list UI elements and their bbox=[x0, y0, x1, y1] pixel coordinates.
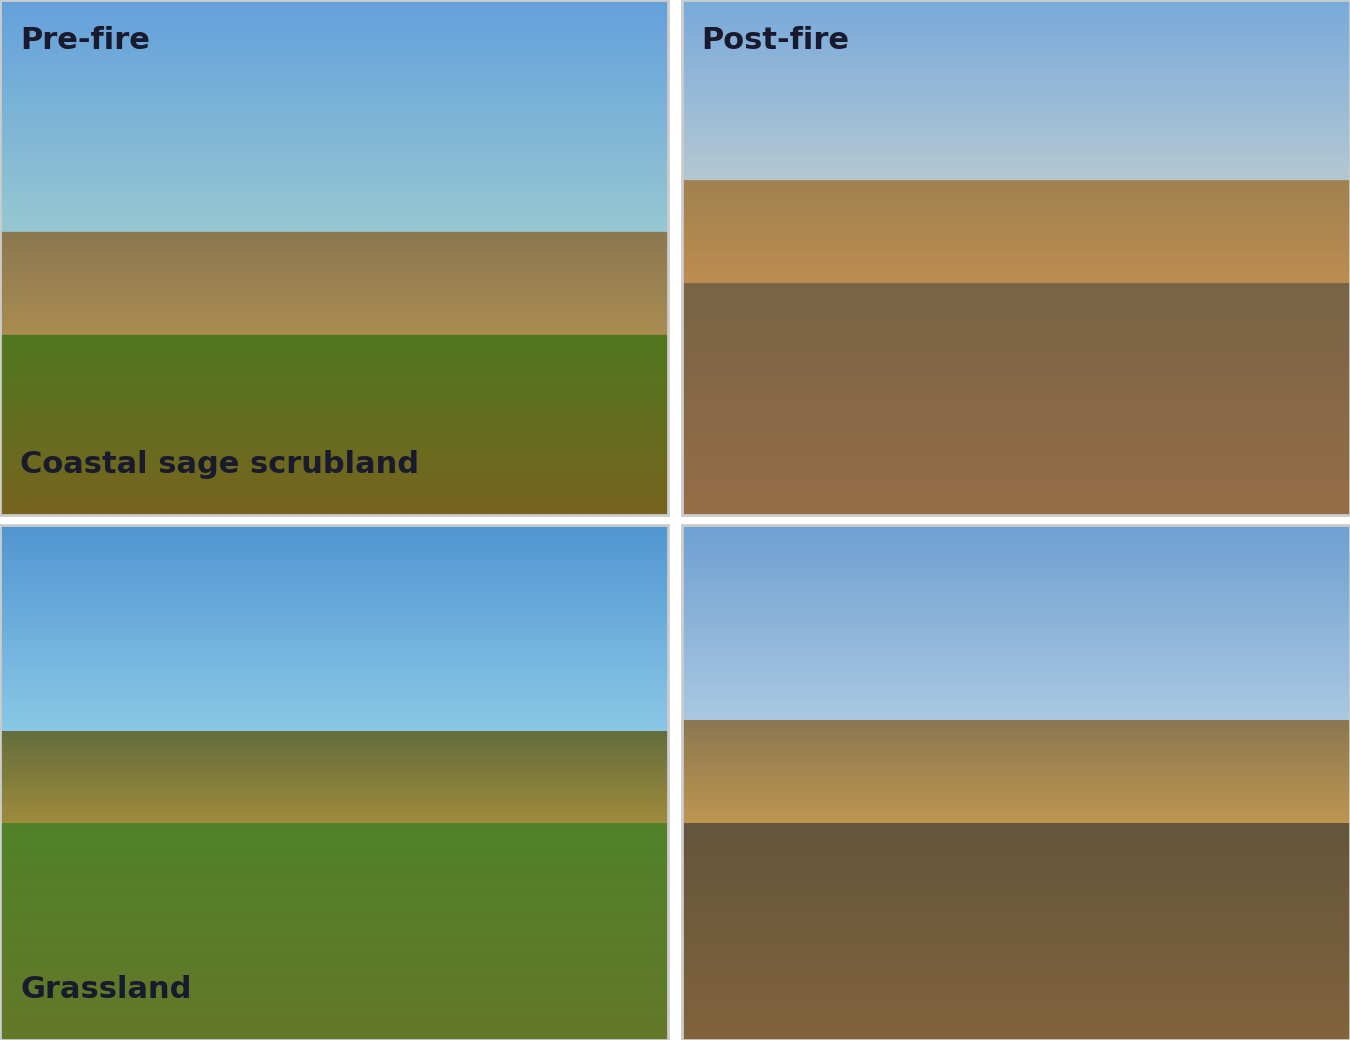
Text: Pre-fire: Pre-fire bbox=[20, 26, 150, 55]
Text: Coastal sage scrubland: Coastal sage scrubland bbox=[20, 450, 418, 478]
Text: Post-fire: Post-fire bbox=[702, 26, 849, 55]
Text: Grassland: Grassland bbox=[20, 974, 192, 1004]
